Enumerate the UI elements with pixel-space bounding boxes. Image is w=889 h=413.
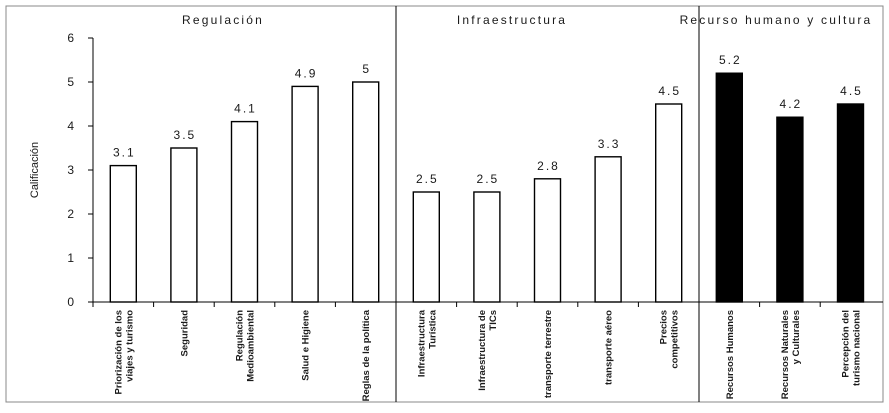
group-title: Infraestructura xyxy=(457,13,567,27)
y-axis-label: Calificación xyxy=(29,142,41,198)
group-title: Regulación xyxy=(182,13,264,27)
bar xyxy=(473,191,501,303)
data-label: 5.2 xyxy=(719,53,742,67)
bar xyxy=(594,156,622,303)
data-label: 4.1 xyxy=(234,102,257,116)
x-tick-label: Precioscompetitivos xyxy=(659,310,681,369)
data-label: 3.3 xyxy=(598,137,621,151)
bar xyxy=(776,116,804,303)
data-label: 3.1 xyxy=(113,146,136,160)
bar xyxy=(533,178,562,303)
y-tick-label: 5 xyxy=(67,75,74,89)
bar xyxy=(655,103,683,303)
bar xyxy=(412,191,440,303)
x-tick-label-line: turismo nacional xyxy=(852,310,863,386)
chart-frame xyxy=(5,5,884,403)
x-tick-label: transporte terrestre xyxy=(543,310,554,398)
data-label: 2.5 xyxy=(477,172,500,186)
x-tick-label: transporte aéreo xyxy=(604,310,615,385)
x-tick-label: Salud e Higiene xyxy=(301,310,312,381)
x-tick-label-line: Infraestructura xyxy=(416,309,427,377)
x-tick-label-line: Priorización de los xyxy=(113,310,124,394)
x-tick-label: Reglas de la política xyxy=(361,309,372,401)
data-label: 4.9 xyxy=(295,66,318,80)
y-tick-label: 0 xyxy=(67,295,74,309)
x-tick-label-line: Regulación xyxy=(235,310,246,361)
data-label: 2.5 xyxy=(416,172,439,186)
x-tick-label: InfraestructuraTurística xyxy=(416,309,438,377)
x-tick-label-line: y Culturales xyxy=(791,310,802,364)
x-tick-label: Seguridad xyxy=(179,310,190,357)
x-tick-label-line: Infraestructura de xyxy=(477,310,488,391)
bar xyxy=(836,103,865,303)
x-tick-label-line: TICs xyxy=(488,310,499,331)
y-tick-label: 4 xyxy=(67,119,74,133)
x-tick-label: Priorización de losviajes y turismo xyxy=(113,310,135,395)
x-tick-label: Recursos Humanos xyxy=(725,310,736,399)
data-label: 3.5 xyxy=(174,128,197,142)
x-tick-label-line: competitivos xyxy=(670,310,681,369)
x-tick-label-line: Salud e Higiene xyxy=(301,310,312,381)
x-tick-label: Percepción delturismo nacional xyxy=(841,310,863,386)
x-tick-label: Recursos Naturalesy Culturales xyxy=(780,310,802,399)
bar xyxy=(291,85,319,303)
y-tick-label: 6 xyxy=(67,31,74,45)
bar xyxy=(230,120,259,303)
y-tick-label: 1 xyxy=(67,251,74,265)
x-tick-label-line: Reglas de la política xyxy=(361,309,372,401)
y-tick-label: 2 xyxy=(67,207,74,221)
x-tick-label-line: Percepción del xyxy=(841,310,852,378)
x-tick-label-line: Precios xyxy=(659,310,670,344)
bar xyxy=(715,72,743,303)
bar xyxy=(109,164,138,303)
bar xyxy=(170,147,198,303)
data-label: 5 xyxy=(362,62,371,76)
data-label: 4.2 xyxy=(780,97,803,111)
x-tick-label: Infraestructura deTICs xyxy=(477,310,499,391)
group-title: Recurso humano y cultura xyxy=(680,13,873,27)
x-tick-label: RegulaciónMedioambiental xyxy=(235,310,257,382)
data-label: 4.5 xyxy=(840,84,863,98)
x-tick-label-line: Medioambiental xyxy=(246,310,257,382)
x-tick-label-line: Seguridad xyxy=(179,310,190,357)
x-tick-label-line: transporte terrestre xyxy=(543,310,554,398)
x-tick-label-line: viajes y turismo xyxy=(124,310,135,382)
x-tick-label-line: Recursos Naturales xyxy=(780,310,791,399)
y-tick-label: 3 xyxy=(67,163,74,177)
x-tick-label-line: Recursos Humanos xyxy=(725,310,736,399)
data-label: 2.8 xyxy=(537,159,560,173)
bar xyxy=(352,81,380,303)
x-tick-label-line: transporte aéreo xyxy=(604,310,615,385)
x-tick-label-line: Turística xyxy=(427,309,438,349)
data-label: 4.5 xyxy=(658,84,681,98)
